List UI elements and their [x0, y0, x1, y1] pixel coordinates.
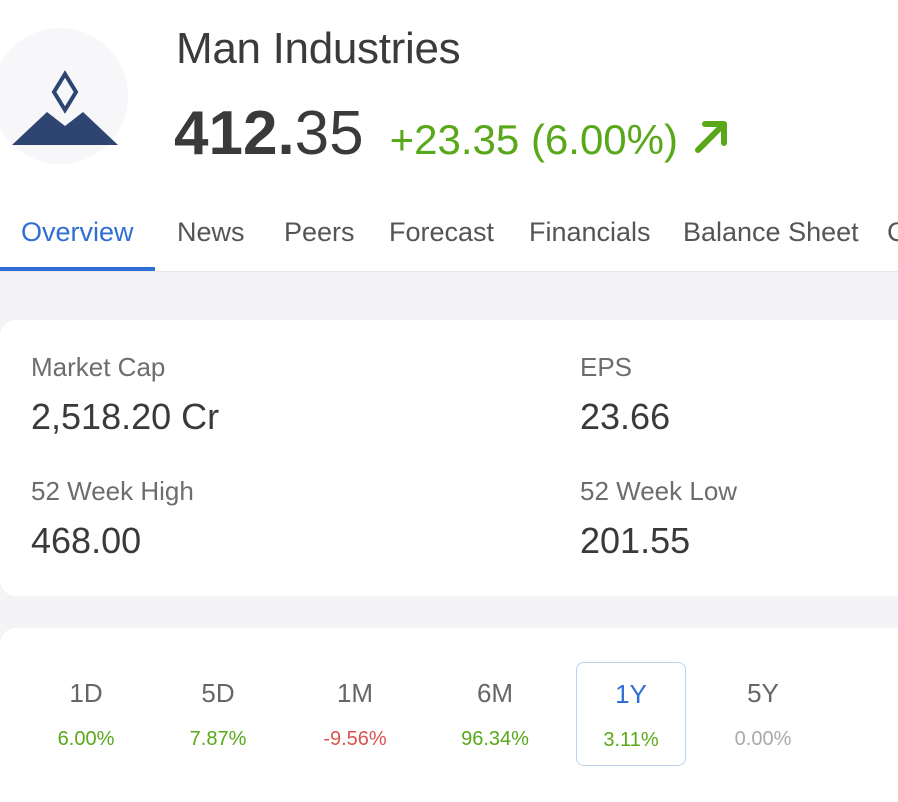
period-change: 3.11% — [603, 729, 659, 751]
week52-low-label: 52 Week Low — [580, 476, 738, 506]
period-returns-card: 1D 6.00% 5D 7.87% 1M -9.56% 6M 96.34% 1Y… — [0, 628, 898, 802]
section-tabs: Overview News Peers Forecast Financials … — [0, 205, 898, 272]
week52-low-value: 201.55 — [580, 520, 691, 561]
eps-label: EPS — [580, 352, 633, 382]
period-change: 96.34% — [461, 728, 529, 750]
period-change: 0.00% — [734, 728, 792, 750]
tab-balance-sheet[interactable]: Balance Sheet — [683, 217, 859, 247]
period-label: 1Y — [615, 679, 647, 709]
period-change: 7.87% — [189, 728, 247, 750]
period-change: 6.00% — [57, 728, 115, 750]
period-1d[interactable]: 1D 6.00% — [31, 662, 141, 766]
period-label: 5Y — [747, 678, 779, 708]
tab-peers[interactable]: Peers — [284, 217, 355, 247]
price-decimal: 35 — [294, 99, 364, 168]
period-1m[interactable]: 1M -9.56% — [300, 662, 410, 766]
period-5d[interactable]: 5D 7.87% — [163, 662, 273, 766]
period-1y[interactable]: 1Y 3.11% — [576, 662, 686, 766]
period-label: 6M — [476, 678, 514, 708]
period-label: 1D — [69, 678, 103, 708]
tab-more[interactable]: C — [887, 217, 898, 248]
price-change: +23.35 (6.00%) — [389, 116, 679, 163]
stock-header: Man Industries 412. 35 +23.35 (6.00%) Ov… — [0, 0, 898, 272]
tab-forecast[interactable]: Forecast — [389, 217, 495, 247]
price-row: 412. 35 +23.35 (6.00%) — [174, 98, 732, 169]
period-change: -9.56% — [323, 728, 387, 750]
man-industries-logo-icon — [12, 70, 118, 145]
tab-financials[interactable]: Financials — [529, 217, 651, 247]
week52-high-label: 52 Week High — [31, 476, 194, 506]
key-stats-card: Market Cap 2,518.20 Cr EPS 23.66 52 Week… — [0, 320, 898, 596]
active-tab-indicator — [0, 267, 155, 271]
period-5y[interactable]: 5Y 0.00% — [708, 662, 818, 766]
market-cap-value: 2,518.20 Cr — [31, 396, 220, 437]
period-label: 5D — [201, 678, 235, 708]
period-label: 1M — [336, 678, 374, 708]
tab-news[interactable]: News — [177, 217, 245, 247]
price-integer: 412. — [174, 99, 295, 168]
market-cap-label: Market Cap — [31, 352, 166, 382]
period-6m[interactable]: 6M 96.34% — [440, 662, 550, 766]
arrow-up-right-icon — [692, 116, 732, 161]
eps-value: 23.66 — [580, 396, 671, 437]
company-logo — [0, 28, 128, 164]
week52-high-value: 468.00 — [31, 520, 142, 561]
company-name: Man Industries — [176, 24, 461, 73]
tab-overview[interactable]: Overview — [21, 217, 134, 247]
